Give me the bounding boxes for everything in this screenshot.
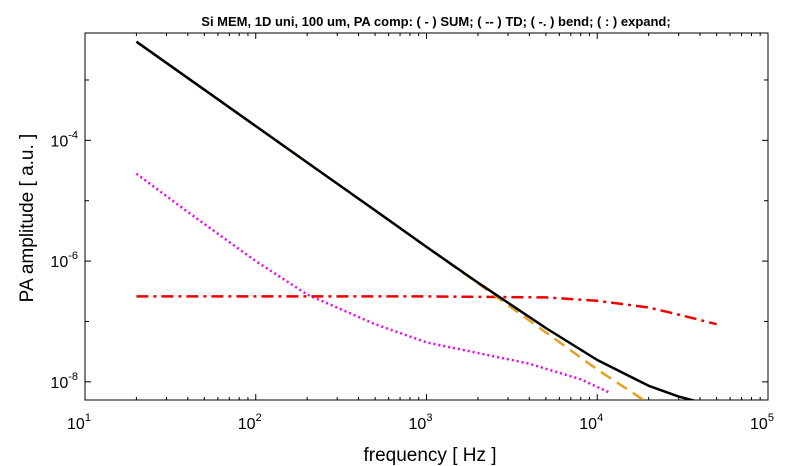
y-axis-label: PA amplitude [ a.u. ] bbox=[17, 134, 38, 303]
series-line-sum bbox=[135, 40, 697, 400]
axis-ticks: 101 102 103 104 105 10-8 10-6 10-4 bbox=[50, 33, 774, 433]
chart-title: Si MEM, 1D uni, 100 um, PA comp: ( - ) S… bbox=[201, 14, 670, 29]
series-line-expand bbox=[135, 172, 612, 395]
x-axis-label: frequency [ Hz ] bbox=[363, 445, 496, 466]
x-tick-label: 105 bbox=[750, 412, 774, 433]
series-line-bend bbox=[136, 295, 717, 326]
plot-area bbox=[84, 32, 769, 401]
y-tick-label: 10-4 bbox=[50, 129, 78, 150]
x-tick-label: 102 bbox=[238, 412, 262, 433]
x-tick-label: 104 bbox=[579, 412, 603, 433]
x-tick-label: 101 bbox=[67, 412, 91, 433]
x-tick-label: 103 bbox=[409, 412, 433, 433]
y-tick-label: 10-6 bbox=[50, 250, 78, 271]
y-tick-label: 10-8 bbox=[50, 371, 78, 392]
series-lines bbox=[135, 40, 717, 400]
